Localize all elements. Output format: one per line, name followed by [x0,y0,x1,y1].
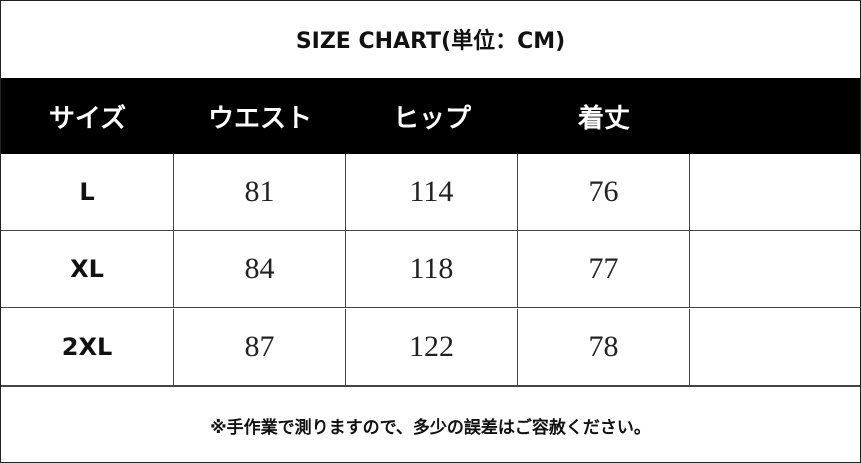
footer-note: ※手作業で測りますので、多少の誤差はご容赦ください。 [1,386,860,462]
empty-cell [690,154,860,231]
measurement: 114 [346,154,518,231]
measurement: 118 [346,231,518,309]
measurement: 84 [174,231,346,309]
measurement: 76 [518,154,690,231]
empty-cell [690,231,860,309]
measurement: 122 [346,308,518,386]
header-row: サイズ ウエスト ヒップ 着丈 [1,78,860,154]
measurement: 78 [518,308,690,386]
measurement: 77 [518,231,690,309]
chart-title: SIZE CHART(単位：CM) [295,29,566,54]
column-header: ウエスト [207,103,312,134]
size-label: L [1,154,174,231]
measurement: 81 [174,154,346,231]
column-header: サイズ [48,103,127,134]
size-label: XL [1,231,174,309]
column-header: ヒップ [392,103,471,134]
column-header: 着丈 [577,103,630,134]
empty-cell [690,309,860,386]
measurement: 87 [174,308,346,386]
size-label: 2XL [1,308,174,386]
